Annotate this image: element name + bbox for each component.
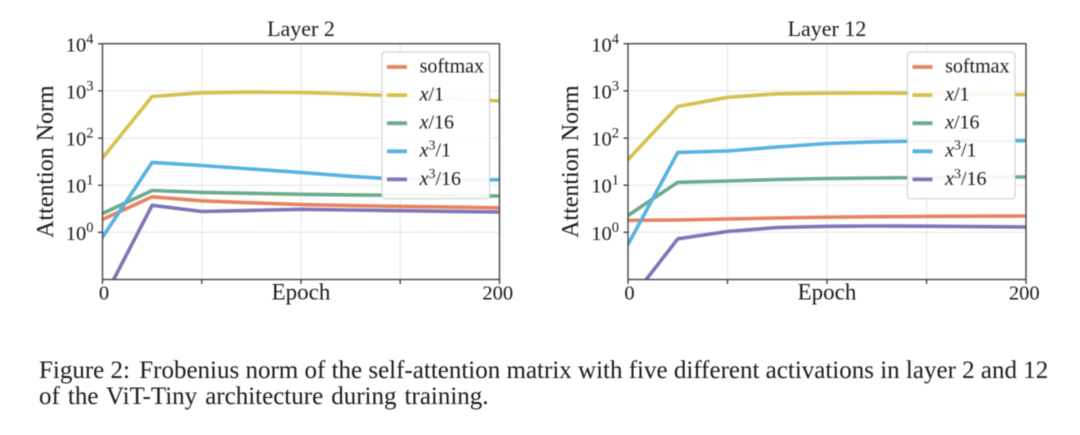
svg-text:x/1: x/1: [419, 84, 444, 106]
svg-text:of the ViT-Tiny architecture d: of the ViT-Tiny architecture during trai…: [39, 383, 489, 410]
svg-text:softmax: softmax: [420, 55, 484, 77]
svg-text:x3/1: x3/1: [419, 139, 451, 162]
svg-text:101: 101: [66, 173, 94, 198]
svg-text:200: 200: [482, 282, 513, 304]
svg-text:x/1: x/1: [944, 84, 969, 106]
svg-text:x3/16: x3/16: [419, 167, 461, 190]
svg-text:103: 103: [591, 78, 619, 103]
svg-text:0: 0: [99, 282, 109, 304]
svg-text:Figure 2: Frobenius norm of th: Figure 2: Frobenius norm of the self-att…: [39, 357, 1048, 384]
svg-text:Attention Norm: Attention Norm: [558, 85, 584, 238]
svg-text:x/16: x/16: [944, 112, 979, 134]
svg-text:200: 200: [1009, 282, 1040, 304]
svg-text:x3/16: x3/16: [944, 167, 986, 190]
svg-text:x3/1: x3/1: [944, 139, 976, 162]
svg-text:Epoch: Epoch: [798, 279, 857, 304]
svg-text:0: 0: [624, 282, 634, 304]
svg-text:Epoch: Epoch: [272, 279, 331, 304]
svg-text:x/16: x/16: [419, 112, 454, 134]
svg-text:Attention Norm: Attention Norm: [33, 85, 59, 238]
svg-text:softmax: softmax: [945, 55, 1009, 77]
svg-text:Layer 12: Layer 12: [788, 16, 867, 41]
svg-text:Layer 2: Layer 2: [267, 16, 335, 41]
